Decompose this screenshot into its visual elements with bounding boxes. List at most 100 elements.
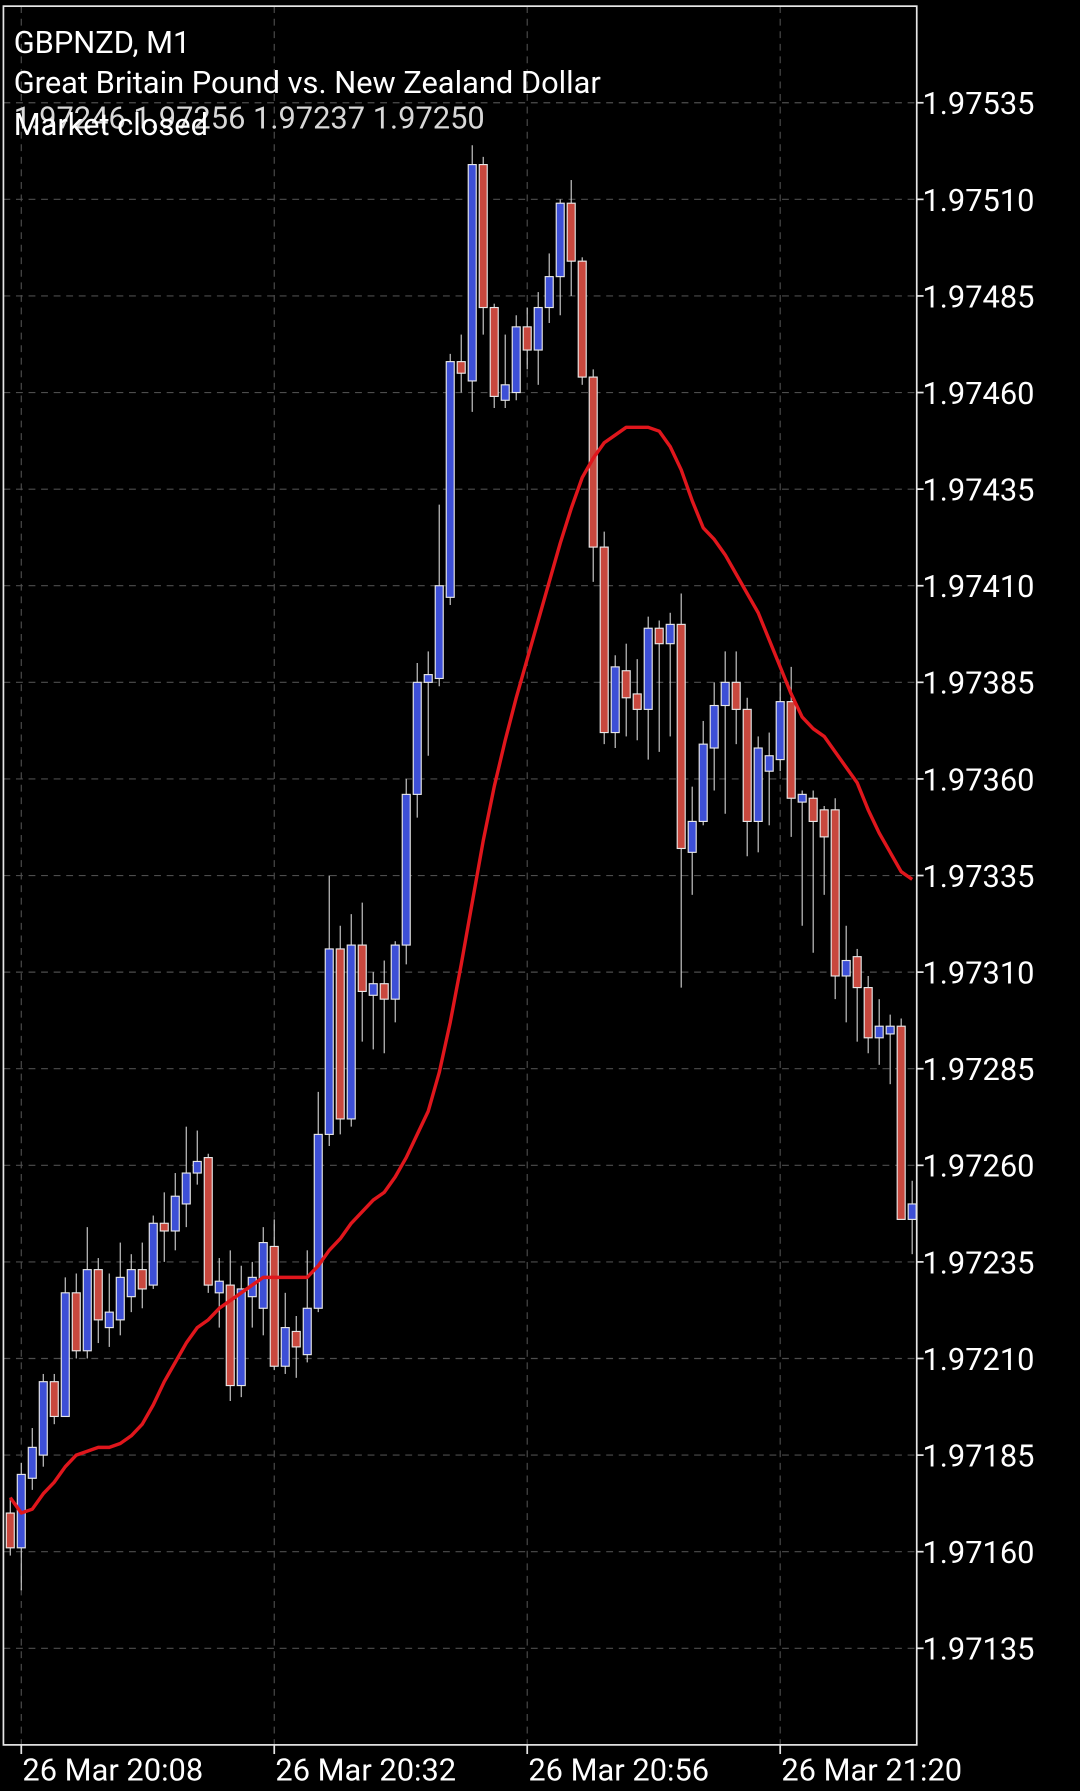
- candle-body: [753, 747, 763, 822]
- y-tick-label: 1.97385: [922, 665, 1034, 702]
- candle-body: [60, 1292, 70, 1418]
- y-tick-label: 1.97235: [922, 1244, 1034, 1281]
- y-tick-label: 1.97485: [922, 278, 1034, 315]
- candle-body: [863, 987, 873, 1039]
- candle-body: [522, 326, 532, 351]
- candle-body: [203, 1157, 213, 1286]
- candle-body: [654, 627, 664, 645]
- candle-body: [38, 1381, 48, 1456]
- candle-body: [225, 1284, 235, 1387]
- candle-body: [566, 202, 576, 262]
- candle-body: [500, 384, 510, 401]
- candle-body: [764, 755, 774, 772]
- candle-body: [5, 1512, 15, 1549]
- candle-body: [896, 1025, 906, 1220]
- y-tick-label: 1.97510: [922, 182, 1034, 219]
- candle-body: [159, 1222, 169, 1232]
- candle-body: [379, 983, 389, 1000]
- chart-title: GBPNZD, M1: [14, 24, 191, 61]
- candle-body: [280, 1327, 290, 1367]
- candle-body: [577, 260, 587, 378]
- candle-body: [302, 1307, 312, 1356]
- y-tick-label: 1.97285: [922, 1051, 1034, 1088]
- candle-body: [137, 1269, 147, 1290]
- candle-body: [544, 276, 554, 309]
- candle-body: [269, 1245, 279, 1367]
- candle-body: [511, 326, 521, 394]
- candle-body: [368, 983, 378, 996]
- y-tick-label: 1.97310: [922, 955, 1034, 992]
- x-tick-label: 26 Mar 20:32: [275, 1751, 456, 1788]
- ohlc-label: 1.97246 1.97256 1.97237 1.97250: [14, 99, 485, 136]
- y-tick-label: 1.97410: [922, 568, 1034, 605]
- y-tick-label: 1.97260: [922, 1148, 1034, 1185]
- candle-body: [93, 1269, 103, 1321]
- candle-body: [412, 681, 422, 795]
- x-tick-label: 26 Mar 21:20: [781, 1751, 962, 1788]
- candle-body: [775, 701, 785, 761]
- candle-body: [104, 1311, 114, 1329]
- candle-body: [687, 820, 697, 853]
- moving-average-line: [8, 425, 914, 1515]
- candle-body: [742, 708, 752, 822]
- candle-body: [665, 623, 675, 645]
- candle-body: [192, 1160, 202, 1174]
- candle-body: [148, 1222, 158, 1286]
- candle-body: [709, 704, 719, 749]
- candle-body: [423, 674, 433, 683]
- candle-body: [489, 306, 499, 397]
- candle-body: [27, 1446, 37, 1479]
- candle-body: [71, 1292, 81, 1352]
- candle-body: [82, 1269, 92, 1352]
- y-tick-label: 1.97535: [922, 85, 1034, 122]
- candle-body: [786, 701, 796, 799]
- chart-subtitle: Great Britain Pound vs. New Zealand Doll…: [14, 64, 601, 101]
- candle-body: [841, 959, 851, 977]
- candle-body: [335, 948, 345, 1120]
- y-tick-label: 1.97210: [922, 1341, 1034, 1378]
- candle-body: [533, 306, 543, 351]
- candle-body: [181, 1172, 191, 1205]
- candle-body: [291, 1330, 301, 1348]
- market-status: Market closed: [14, 106, 208, 143]
- candle-body: [720, 681, 730, 707]
- y-tick-label: 1.97335: [922, 858, 1034, 895]
- candle-body: [313, 1133, 323, 1309]
- candle-body: [621, 670, 631, 699]
- candle-body: [676, 623, 686, 850]
- candle-body: [214, 1280, 224, 1294]
- candle-body: [478, 164, 488, 309]
- marks: [5, 145, 917, 1591]
- candle-body: [258, 1242, 268, 1309]
- candle-body: [115, 1276, 125, 1321]
- axes: 1.97135 1.97160 1.97185 1.97210 1.97235 1.972…: [20, 85, 1034, 1788]
- candle-body: [797, 793, 807, 803]
- y-tick-label: 1.97460: [922, 375, 1034, 412]
- candle-body: [808, 797, 818, 822]
- candle-body: [357, 944, 367, 993]
- candle-body: [885, 1025, 895, 1035]
- y-tick-label: 1.97185: [922, 1438, 1034, 1475]
- candle-body: [434, 585, 444, 680]
- candle-body: [819, 809, 829, 838]
- candle-body: [390, 944, 400, 1000]
- candle-body: [456, 361, 466, 374]
- candle-body: [731, 681, 741, 710]
- x-tick-label: 26 Mar 20:08: [22, 1751, 203, 1788]
- candle-body: [852, 956, 862, 989]
- candle-body: [698, 743, 708, 822]
- candle-body: [610, 666, 620, 734]
- candle-body: [632, 693, 642, 710]
- candle-body: [236, 1288, 246, 1387]
- candle-body: [324, 948, 334, 1135]
- candle-body: [401, 793, 411, 946]
- candle-body: [49, 1381, 59, 1418]
- candle-body: [170, 1195, 180, 1232]
- candle-body: [445, 361, 455, 598]
- candle-body: [874, 1025, 884, 1039]
- candle-body: [907, 1203, 917, 1220]
- y-tick-label: 1.97435: [922, 472, 1034, 509]
- candle-body: [643, 627, 653, 710]
